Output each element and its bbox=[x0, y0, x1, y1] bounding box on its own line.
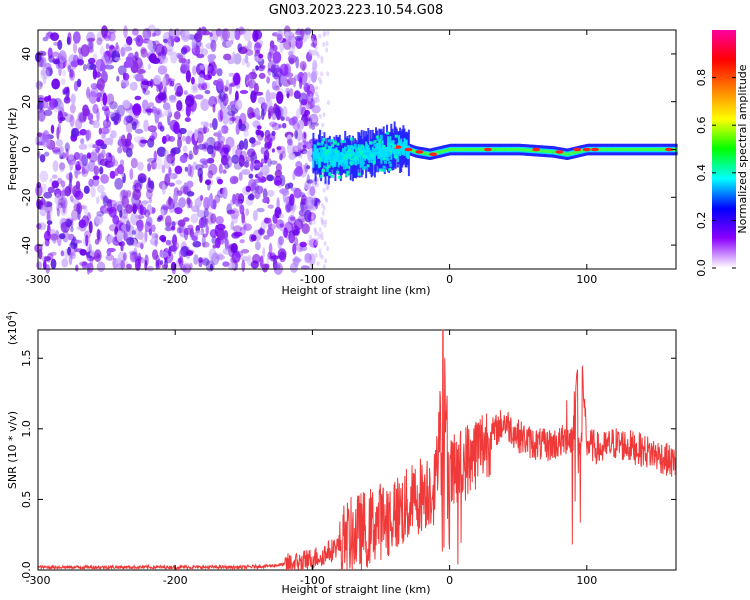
snr-panel: -300 -200 -100 0 100 0.0 0.5 1.0 1.5 Height of … bbox=[5, 311, 677, 596]
colorbar-label: Normalized spectral amplitude bbox=[736, 64, 749, 233]
snr-y-ticks: 0.0 0.5 1.0 1.5 bbox=[20, 349, 676, 579]
snr-y-scale-note: (x104) bbox=[5, 311, 19, 345]
colorbar-tick-label: 0.6 bbox=[695, 116, 708, 134]
snr-x-tick-label: -200 bbox=[163, 574, 188, 587]
colorbar-tick-label: 0.2 bbox=[695, 212, 708, 230]
spectrogram-y-tick-label: 40 bbox=[20, 47, 33, 61]
snr-y-scale-suffix: ) bbox=[6, 311, 19, 315]
snr-frame bbox=[37, 329, 677, 571]
snr-x-tick-label: 100 bbox=[576, 574, 597, 587]
snr-y-axis-label: SNR (10 * v/v) bbox=[6, 411, 19, 489]
snr-y-scale-exponent: 4 bbox=[5, 315, 14, 320]
snr-x-tick-label: -100 bbox=[300, 574, 325, 587]
spectrogram-x-tick-label: -100 bbox=[300, 273, 325, 286]
snr-y-tick-label: 0.5 bbox=[20, 491, 33, 509]
colorbar-tick-label: 0.0 bbox=[695, 259, 708, 277]
snr-y-scale-prefix: (x10 bbox=[6, 320, 19, 345]
snr-x-ticks: -300 -200 -100 0 100 bbox=[26, 330, 597, 587]
spectrogram-y-tick-label: 0 bbox=[20, 146, 33, 153]
spectrogram-y-tick-label: -40 bbox=[20, 236, 33, 254]
colorbar: 0.0 0.2 0.4 0.6 0.8 Normalized spectral ampl… bbox=[695, 30, 749, 277]
spectrogram-noise-region bbox=[34, 24, 330, 275]
spectrogram-x-tick-label: -200 bbox=[163, 273, 188, 286]
snr-y-tick-label: 1.0 bbox=[20, 420, 33, 438]
colorbar-tick-label: 0.4 bbox=[695, 164, 708, 182]
snr-x-axis-label: Height of straight line (km) bbox=[281, 583, 430, 596]
spectrogram-x-tick-label: 0 bbox=[446, 273, 453, 286]
spectrogram-signal-ridge bbox=[312, 121, 678, 185]
spectrogram-x-axis-label: Height of straight line (km) bbox=[281, 284, 430, 297]
spectrogram-y-ticks: -40 -20 0 20 40 bbox=[20, 47, 676, 254]
spectrogram-x-ticks: -300 -200 -100 0 100 bbox=[26, 30, 597, 286]
spectrogram-x-tick-label: -300 bbox=[26, 273, 51, 286]
colorbar-tick-label: 0.8 bbox=[695, 69, 708, 87]
spectrogram-y-axis-label: Frequency (Hz) bbox=[6, 108, 19, 191]
spectrogram-x-tick-label: 100 bbox=[576, 273, 597, 286]
snr-x-tick-label: -300 bbox=[26, 574, 51, 587]
snr-y-tick-label: 1.5 bbox=[20, 349, 33, 367]
spectrogram-y-tick-label: -20 bbox=[20, 188, 33, 206]
chart-title: GN03.2023.223.10.54.G08 bbox=[269, 3, 444, 18]
colorbar-ticks: 0.0 0.2 0.4 0.6 0.8 bbox=[695, 69, 736, 277]
colorbar-gradient bbox=[712, 30, 736, 268]
snr-x-tick-label: 0 bbox=[446, 574, 453, 587]
spectrogram-y-tick-label: 20 bbox=[20, 95, 33, 109]
snr-y-tick-label: 0.0 bbox=[20, 561, 33, 579]
snr-series-line bbox=[37, 329, 677, 571]
